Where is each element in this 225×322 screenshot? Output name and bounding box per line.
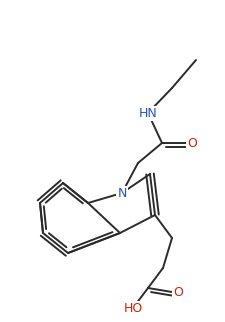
Text: O: O [173,287,183,299]
Text: HO: HO [123,301,143,315]
Text: HN: HN [139,107,157,119]
Text: O: O [187,137,197,149]
Text: N: N [117,186,127,200]
